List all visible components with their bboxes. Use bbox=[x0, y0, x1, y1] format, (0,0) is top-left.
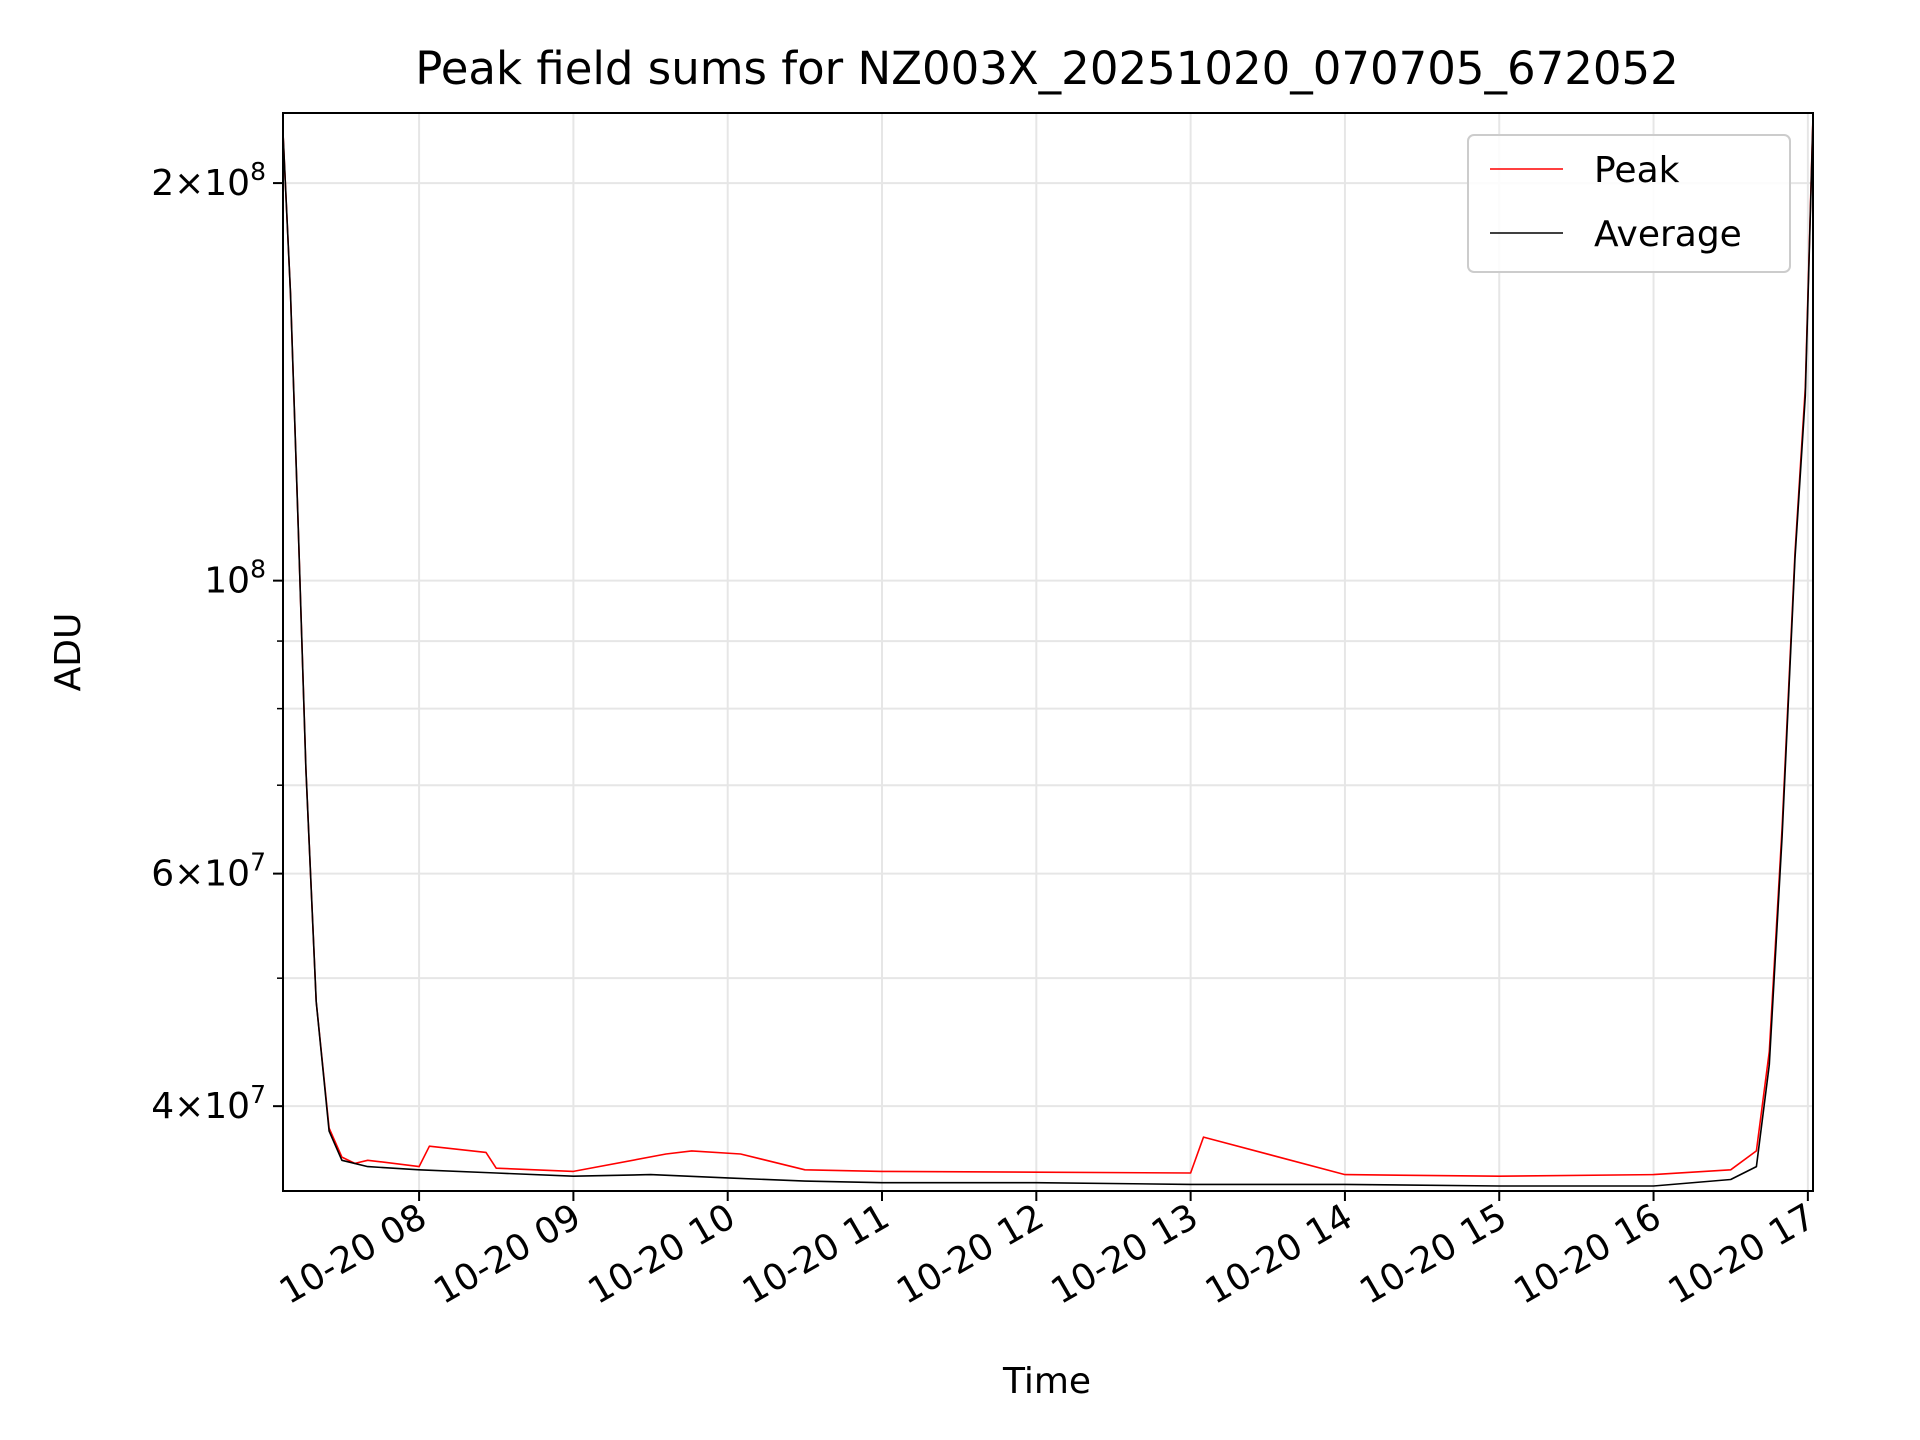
y-tick-label: 2×108 bbox=[151, 157, 266, 204]
series-lines bbox=[282, 115, 1814, 1187]
y-axis-label: ADU bbox=[48, 613, 89, 692]
legend: Peak Average bbox=[1467, 134, 1791, 273]
series-line-peak bbox=[282, 115, 1814, 1177]
x-axis-label: Time bbox=[1002, 1361, 1091, 1402]
plot-frame bbox=[282, 112, 1814, 1192]
y-tick-label: 6×107 bbox=[151, 848, 266, 895]
y-tick-label: 4×107 bbox=[151, 1080, 266, 1127]
y-tick-label: 108 bbox=[204, 555, 266, 602]
gridlines bbox=[283, 113, 1813, 1191]
chart-title: Peak field sums for NZ003X_20251020_0707… bbox=[415, 42, 1679, 95]
y-axis: 4×107 6×107 108 2×108 bbox=[151, 157, 283, 1127]
legend-label-peak: Peak bbox=[1594, 150, 1680, 191]
legend-label-average: Average bbox=[1594, 214, 1742, 255]
series-line-average bbox=[282, 118, 1814, 1187]
